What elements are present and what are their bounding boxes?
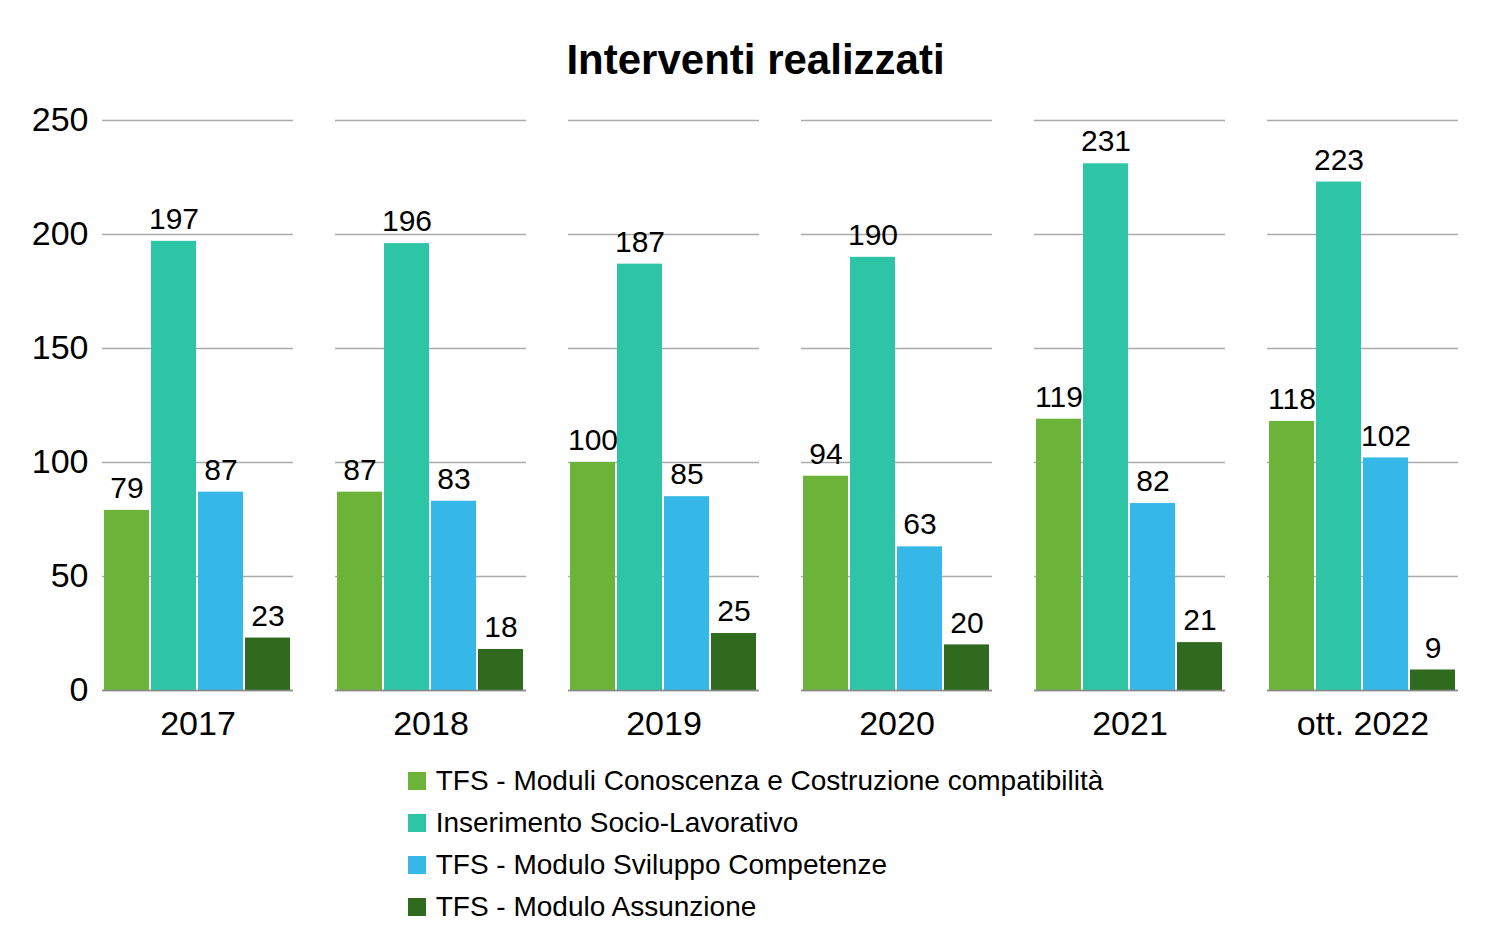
svg-text:197: 197 <box>149 202 199 235</box>
svg-text:9: 9 <box>1425 631 1442 664</box>
svg-text:85: 85 <box>670 457 703 490</box>
svg-text:100: 100 <box>32 442 89 480</box>
svg-text:2020: 2020 <box>859 704 935 742</box>
svg-text:82: 82 <box>1136 464 1169 497</box>
html-text:Inserimento Socio-Lavorativo: Inserimento Socio-Lavorativo <box>435 807 799 838</box>
svg-text:118: 118 <box>1268 382 1316 415</box>
svg-text:23: 23 <box>251 599 284 632</box>
svg-text:150: 150 <box>32 328 89 366</box>
svg-text:102: 102 <box>1361 419 1411 452</box>
svg-text:50: 50 <box>51 556 89 594</box>
svg-text:187: 187 <box>615 225 665 258</box>
html-text:Interventi realizzati: Interventi realizzati <box>566 36 945 83</box>
svg-text:87: 87 <box>204 453 237 486</box>
svg-text:2021: 2021 <box>1092 704 1168 742</box>
svg-text:231: 231 <box>1081 124 1131 157</box>
svg-text:94: 94 <box>809 437 842 470</box>
svg-text:100: 100 <box>568 423 618 456</box>
html-text:TFS - Modulo Assunzione: TFS - Modulo Assunzione <box>435 891 757 922</box>
svg-text:21: 21 <box>1183 603 1216 636</box>
svg-text:223: 223 <box>1314 143 1364 176</box>
svg-text:ott. 2022: ott. 2022 <box>1297 704 1429 742</box>
svg-text:119: 119 <box>1035 380 1083 413</box>
svg-text:20: 20 <box>950 606 983 639</box>
svg-text:63: 63 <box>903 507 936 540</box>
svg-text:190: 190 <box>848 218 898 251</box>
svg-text:87: 87 <box>343 453 376 486</box>
svg-text:250: 250 <box>32 100 89 138</box>
html-text:TFS - Moduli Conoscenza e Cost: TFS - Moduli Conoscenza e Costruzione co… <box>435 765 1104 796</box>
svg-text:2018: 2018 <box>393 704 469 742</box>
svg-text:0: 0 <box>70 670 89 708</box>
svg-text:196: 196 <box>382 204 432 237</box>
svg-text:79: 79 <box>110 471 143 504</box>
svg-text:18: 18 <box>484 610 517 643</box>
svg-text:200: 200 <box>32 214 89 252</box>
svg-text:2019: 2019 <box>626 704 702 742</box>
svg-text:2017: 2017 <box>160 704 236 742</box>
svg-text:83: 83 <box>437 462 470 495</box>
html-text:TFS - Modulo Sviluppo Competen: TFS - Modulo Sviluppo Competenze <box>435 849 887 880</box>
svg-text:25: 25 <box>717 594 750 627</box>
